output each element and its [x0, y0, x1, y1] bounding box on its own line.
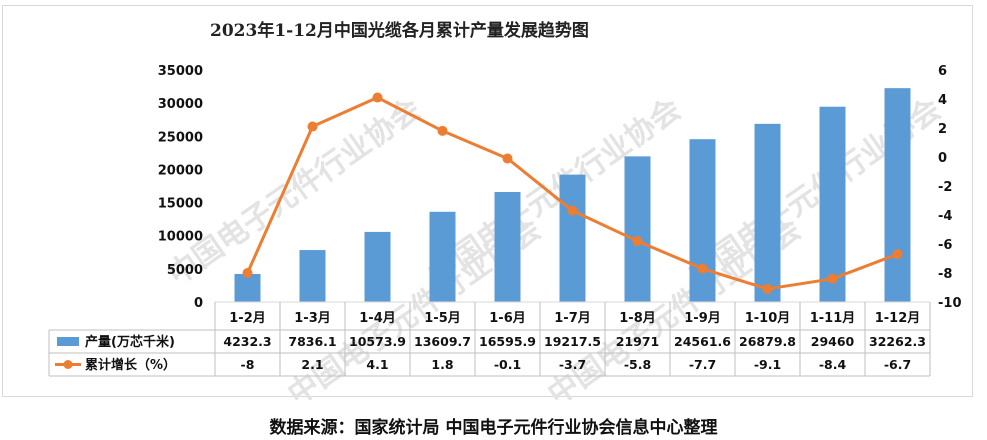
bar-1-3月 — [299, 250, 326, 302]
growth-point-1-8月 — [632, 236, 643, 247]
y-right-tick: 2 — [938, 122, 947, 137]
table-cell-growth: 1.8 — [431, 357, 453, 372]
category-label: 1-8月 — [619, 311, 656, 326]
table-cell-growth: -6.7 — [884, 357, 911, 372]
bar-series — [234, 88, 911, 303]
chart-frame — [2, 5, 973, 397]
y-left-tick: 25000 — [158, 130, 203, 145]
bar-1-2月 — [234, 273, 261, 302]
y-right-tick: -2 — [938, 180, 952, 195]
y-right-tick: -8 — [938, 267, 952, 282]
growth-point-1-5月 — [437, 125, 448, 136]
y-right-tick: 0 — [938, 151, 947, 166]
growth-point-1-9月 — [697, 263, 708, 274]
table-cell-output: 32262.3 — [869, 334, 926, 349]
category-label: 1-12月 — [875, 311, 921, 326]
growth-point-1-2月 — [242, 268, 253, 278]
table-cell-output: 7836.1 — [288, 334, 336, 349]
table-cell-growth: -3.7 — [559, 357, 586, 372]
y-right-tick: -4 — [938, 209, 952, 224]
bar-1-6月 — [494, 191, 521, 302]
table-cell-output: 4232.3 — [223, 334, 271, 349]
legend-line-label: 累计增长（%） — [85, 357, 176, 373]
table-cell-growth: -9.1 — [754, 357, 781, 372]
bar-1-8月 — [624, 156, 651, 302]
bar-1-11月 — [819, 106, 846, 302]
growth-point-1-4月 — [372, 92, 383, 103]
bar-1-12月 — [884, 88, 911, 303]
y-left-tick: 5000 — [167, 263, 203, 278]
table-cell-growth: -5.8 — [624, 357, 651, 372]
y-left-tick: 35000 — [158, 64, 203, 79]
category-label: 1-2月 — [229, 311, 266, 326]
table-cell-growth: -0.1 — [494, 357, 521, 372]
category-label: 1-7月 — [554, 311, 591, 326]
legend-bar-label: 产量(万芯千米) — [85, 334, 175, 350]
table-cell-growth: 4.1 — [366, 357, 388, 372]
table-cell-output: 26879.8 — [739, 334, 796, 349]
bar-1-7月 — [559, 174, 586, 302]
table-cell-growth: 2.1 — [301, 357, 323, 372]
y-left-tick: 15000 — [158, 197, 203, 212]
table-cell-output: 19217.5 — [544, 334, 601, 349]
category-label: 1-5月 — [424, 311, 461, 326]
y-right-tick: 6 — [938, 64, 947, 79]
y-left-tick: 10000 — [158, 230, 203, 245]
y-left-tick: 30000 — [158, 97, 203, 112]
chart-title: 2023年1-12月中国光缆各月累计产量发展趋势图 — [210, 21, 589, 41]
bar-1-10月 — [754, 123, 781, 303]
data-table: 1-2月 1-3月 1-4月 1-5月 1-6月 1-7月 1-8月 1-9月 1-10月 1-1… — [48, 302, 931, 377]
growth-point-1-11月 — [827, 273, 838, 284]
category-label: 1-6月 — [489, 311, 526, 326]
category-label: 1-3月 — [294, 311, 331, 326]
source-note: 数据来源：国家统计局 中国电子元件行业协会信息中心整理 — [269, 418, 718, 438]
category-label: 1-4月 — [359, 311, 396, 326]
y-right-tick: -10 — [938, 296, 962, 311]
legend-bar-swatch — [57, 337, 79, 346]
growth-point-1-7月 — [567, 205, 578, 216]
y-left-tick: 0 — [194, 296, 203, 311]
y-left-tick: 20000 — [158, 163, 203, 178]
y-right-tick: -6 — [938, 238, 952, 253]
growth-point-1-6月 — [502, 153, 513, 164]
growth-point-1-12月 — [892, 249, 903, 260]
table-cell-output: 21971 — [616, 334, 660, 349]
category-label: 1-10月 — [745, 311, 791, 326]
table-cell-output: 24561.6 — [674, 334, 731, 349]
line-series — [242, 92, 903, 294]
category-label: 1-9月 — [684, 311, 721, 326]
table-cell-growth: -8 — [241, 357, 255, 372]
bar-1-9月 — [689, 139, 716, 302]
bar-1-4月 — [364, 231, 391, 302]
table-cell-output: 16595.9 — [479, 334, 536, 349]
table-cell-output: 29460 — [811, 334, 855, 349]
category-label: 1-11月 — [810, 311, 856, 326]
y-right-tick: 4 — [938, 93, 947, 108]
chart-plot: 中国电子元件行业协会中国电子元件行业协会中国电子元件行业协会中国电子元件行业协会… — [48, 64, 962, 400]
growth-point-1-10月 — [762, 283, 773, 294]
table-cell-growth: -8.4 — [819, 357, 847, 372]
bar-1-5月 — [429, 211, 456, 302]
table-cell-output: 13609.7 — [414, 334, 471, 349]
axes: 0 5000 10000 15000 20000 25000 30000 35000 -10 -8… — [158, 64, 962, 311]
table-cell-output: 10573.9 — [349, 334, 406, 349]
growth-point-1-3月 — [307, 121, 318, 132]
legend-line-marker — [63, 360, 73, 369]
table-cell-growth: -7.7 — [689, 357, 716, 372]
